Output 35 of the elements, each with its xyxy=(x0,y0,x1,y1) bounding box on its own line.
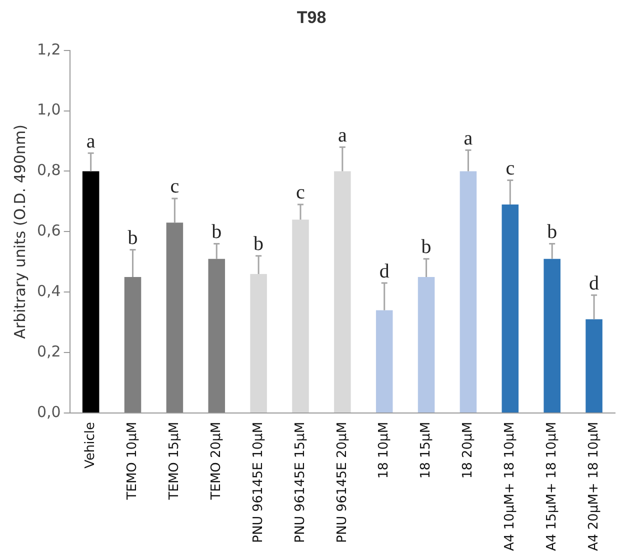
x-tick-label: PNU 96145E 20µM xyxy=(334,422,350,543)
y-tick-label: 0,8 xyxy=(36,161,61,180)
annotation: b xyxy=(421,236,432,258)
annotation: d xyxy=(589,272,600,294)
x-tick-label: TEMO 10µM xyxy=(125,422,140,501)
annotation: d xyxy=(379,260,390,282)
y-axis-title: Arbitrary units (O.D. 490nm) xyxy=(10,124,29,339)
y-tick-label: 0,2 xyxy=(36,342,61,360)
y-tick-label: 0,0 xyxy=(36,402,61,421)
x-tick-label: A4 15µM+ 18 10µM xyxy=(544,422,560,552)
annotation: c xyxy=(506,158,515,180)
x-tick-label: 18 15µM xyxy=(418,422,434,479)
y-tick-label: 1,2 xyxy=(36,40,61,58)
chart-title: T98 xyxy=(296,8,326,27)
annotation: b xyxy=(254,233,264,256)
annotation: b xyxy=(212,221,222,244)
annotation: a xyxy=(338,124,347,146)
annotation: b xyxy=(547,221,558,244)
annotation: c xyxy=(170,176,180,198)
x-tick-label: Vehicle xyxy=(83,422,98,468)
y-tick-label: 1,0 xyxy=(36,100,61,119)
x-tick-label: PNU 96145E 15µM xyxy=(292,422,308,543)
annotation: b xyxy=(128,227,138,250)
y-tick-label: 0,4 xyxy=(36,282,61,300)
x-tick-label: TEMO 15µM xyxy=(167,422,182,501)
annotation: c xyxy=(296,182,306,204)
annotation: a xyxy=(86,130,96,152)
y-tick-label: 0,6 xyxy=(36,222,61,240)
x-tick-label: PNU 96145E 10µM xyxy=(250,422,266,543)
annotation: a xyxy=(464,127,473,150)
x-tick-label: A4 20µM+ 18 10µM xyxy=(586,422,602,552)
x-tick-label: 18 20µM xyxy=(460,422,476,479)
x-tick-label: A4 10µM+ 18 10µM xyxy=(502,422,518,552)
x-tick-label: TEMO 20µM xyxy=(209,422,224,501)
x-tick-label: 18 10µM xyxy=(376,422,392,479)
